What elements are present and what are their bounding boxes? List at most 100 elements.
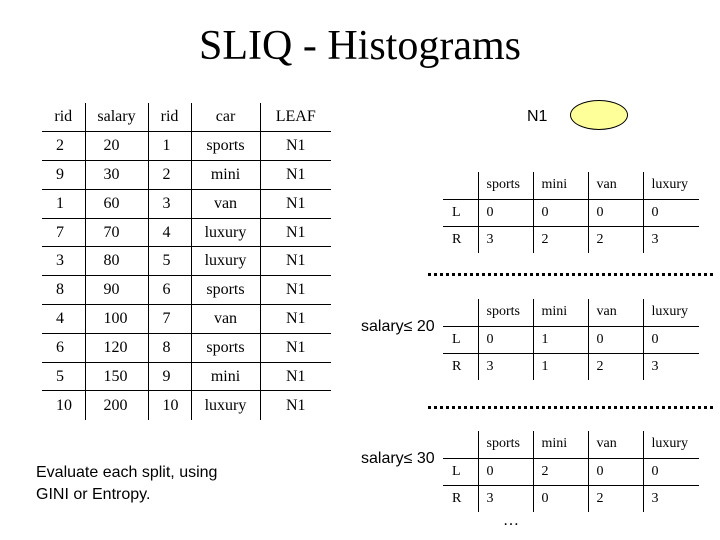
class-rid-header: rid xyxy=(147,103,192,133)
salary-rid-cell: 5 xyxy=(42,361,86,392)
histogram-cell: 2 xyxy=(587,352,644,380)
histogram-row-label: R xyxy=(443,352,479,380)
class-rid-cell: 7 xyxy=(147,304,192,334)
salary-rid-cell: 9 xyxy=(42,160,86,190)
split-condition-salary-30: salary≤ 30 xyxy=(361,450,435,467)
tree-node-ellipse xyxy=(570,100,628,130)
class-rid-cell: 10 xyxy=(147,390,192,420)
histogram-header-row: sports mini van luxury xyxy=(443,299,699,327)
histogram-cell: 3 xyxy=(477,352,534,380)
histogram-cell: 0 xyxy=(642,457,699,486)
histogram-cell: 2 xyxy=(587,225,644,253)
salary-rid-cell: 8 xyxy=(42,275,86,306)
histogram-col-header: mini xyxy=(532,299,589,327)
table-row: 1 60 3 van N1 xyxy=(42,188,331,219)
salary-rid-cell: 2 xyxy=(42,131,86,162)
class-rid-cell: 3 xyxy=(147,188,192,219)
continuation-ellipsis: … xyxy=(503,512,519,529)
salary-rid-cell: 7 xyxy=(42,217,86,248)
class-rid-cell: 6 xyxy=(147,275,192,306)
histogram-cell: 1 xyxy=(532,325,589,354)
table-row: 7 70 4 luxury N1 xyxy=(42,217,331,248)
leaf-cell: N1 xyxy=(259,332,331,363)
histogram-col-header: mini xyxy=(532,431,589,459)
histogram-cell: 1 xyxy=(532,352,589,380)
salary-cell: 200 xyxy=(84,390,149,420)
histogram-col-header: van xyxy=(587,299,644,327)
histogram-cell: 3 xyxy=(477,225,534,253)
histogram-cell: 0 xyxy=(477,457,534,486)
histogram-cell: 0 xyxy=(587,198,644,227)
salary-cell: 30 xyxy=(84,160,149,190)
histogram-cell: 0 xyxy=(532,484,589,512)
leaf-cell: N1 xyxy=(259,275,331,306)
salary-rid-cell: 10 xyxy=(42,390,86,420)
leaf-cell: N1 xyxy=(259,131,331,162)
leaf-header: LEAF xyxy=(259,103,331,133)
salary-cell: 80 xyxy=(84,246,149,277)
leaf-cell: N1 xyxy=(259,188,331,219)
histogram-corner xyxy=(443,172,479,200)
histogram-cell: 0 xyxy=(532,198,589,227)
salary-rid-header: rid xyxy=(42,103,86,133)
histogram-col-header: luxury xyxy=(642,172,699,200)
histogram-cell: 0 xyxy=(587,457,644,486)
histogram-row-left: L 0 1 0 0 xyxy=(443,325,699,354)
histogram-cell: 0 xyxy=(477,198,534,227)
histogram-row-label: R xyxy=(443,225,479,253)
car-header: car xyxy=(190,103,261,133)
histogram-table-salary-20: sports mini van luxury L 0 1 0 0 R 3 1 2… xyxy=(443,299,699,380)
histogram-col-header: sports xyxy=(477,431,534,459)
histogram-row-label: L xyxy=(443,457,479,486)
table-row: 2 20 1 sports N1 xyxy=(42,131,331,162)
section-divider xyxy=(428,406,713,409)
car-cell: luxury xyxy=(190,246,261,277)
histogram-header-row: sports mini van luxury xyxy=(443,172,699,200)
histogram-cell: 3 xyxy=(642,352,699,380)
histogram-col-header: sports xyxy=(477,299,534,327)
leaf-cell: N1 xyxy=(259,361,331,392)
histogram-row-label: L xyxy=(443,198,479,227)
histogram-row-right: R 3 0 2 3 xyxy=(443,484,699,512)
salary-cell: 20 xyxy=(84,131,149,162)
car-cell: luxury xyxy=(190,217,261,248)
histogram-col-header: luxury xyxy=(642,299,699,327)
car-cell: sports xyxy=(190,131,261,162)
class-rid-cell: 8 xyxy=(147,332,192,363)
histogram-table-initial: sports mini van luxury L 0 0 0 0 R 3 2 2… xyxy=(443,172,699,253)
class-rid-cell: 5 xyxy=(147,246,192,277)
salary-rid-cell: 1 xyxy=(42,188,86,219)
section-divider xyxy=(428,273,713,276)
histogram-cell: 2 xyxy=(587,484,644,512)
leaf-cell: N1 xyxy=(259,390,331,420)
split-condition-salary-20: salary≤ 20 xyxy=(361,318,435,335)
histogram-col-header: mini xyxy=(532,172,589,200)
salary-header: salary xyxy=(84,103,149,133)
histogram-row-left: L 0 2 0 0 xyxy=(443,457,699,486)
salary-cell: 120 xyxy=(84,332,149,363)
histogram-row-label: L xyxy=(443,325,479,354)
car-cell: mini xyxy=(190,160,261,190)
car-cell: mini xyxy=(190,361,261,392)
histogram-row-right: R 3 1 2 3 xyxy=(443,352,699,380)
salary-cell: 70 xyxy=(84,217,149,248)
class-rid-cell: 2 xyxy=(147,160,192,190)
histogram-col-header: luxury xyxy=(642,431,699,459)
histogram-cell: 2 xyxy=(532,457,589,486)
salary-cell: 60 xyxy=(84,188,149,219)
note-line-2: GINI or Entropy. xyxy=(36,486,151,503)
car-cell: sports xyxy=(190,332,261,363)
histogram-col-header: van xyxy=(587,431,644,459)
histogram-col-header: van xyxy=(587,172,644,200)
table-row: 3 80 5 luxury N1 xyxy=(42,246,331,277)
salary-rid-cell: 6 xyxy=(42,332,86,363)
histogram-row-left: L 0 0 0 0 xyxy=(443,198,699,227)
salary-cell: 90 xyxy=(84,275,149,306)
histogram-cell: 3 xyxy=(642,484,699,512)
histogram-cell: 0 xyxy=(587,325,644,354)
histogram-cell: 0 xyxy=(642,198,699,227)
attribute-list-table: rid salary rid car LEAF 2 20 1 sports N1 9 30 2… xyxy=(42,103,331,420)
leaf-cell: N1 xyxy=(259,304,331,334)
class-rid-cell: 9 xyxy=(147,361,192,392)
table-row: 9 30 2 mini N1 xyxy=(42,160,331,190)
